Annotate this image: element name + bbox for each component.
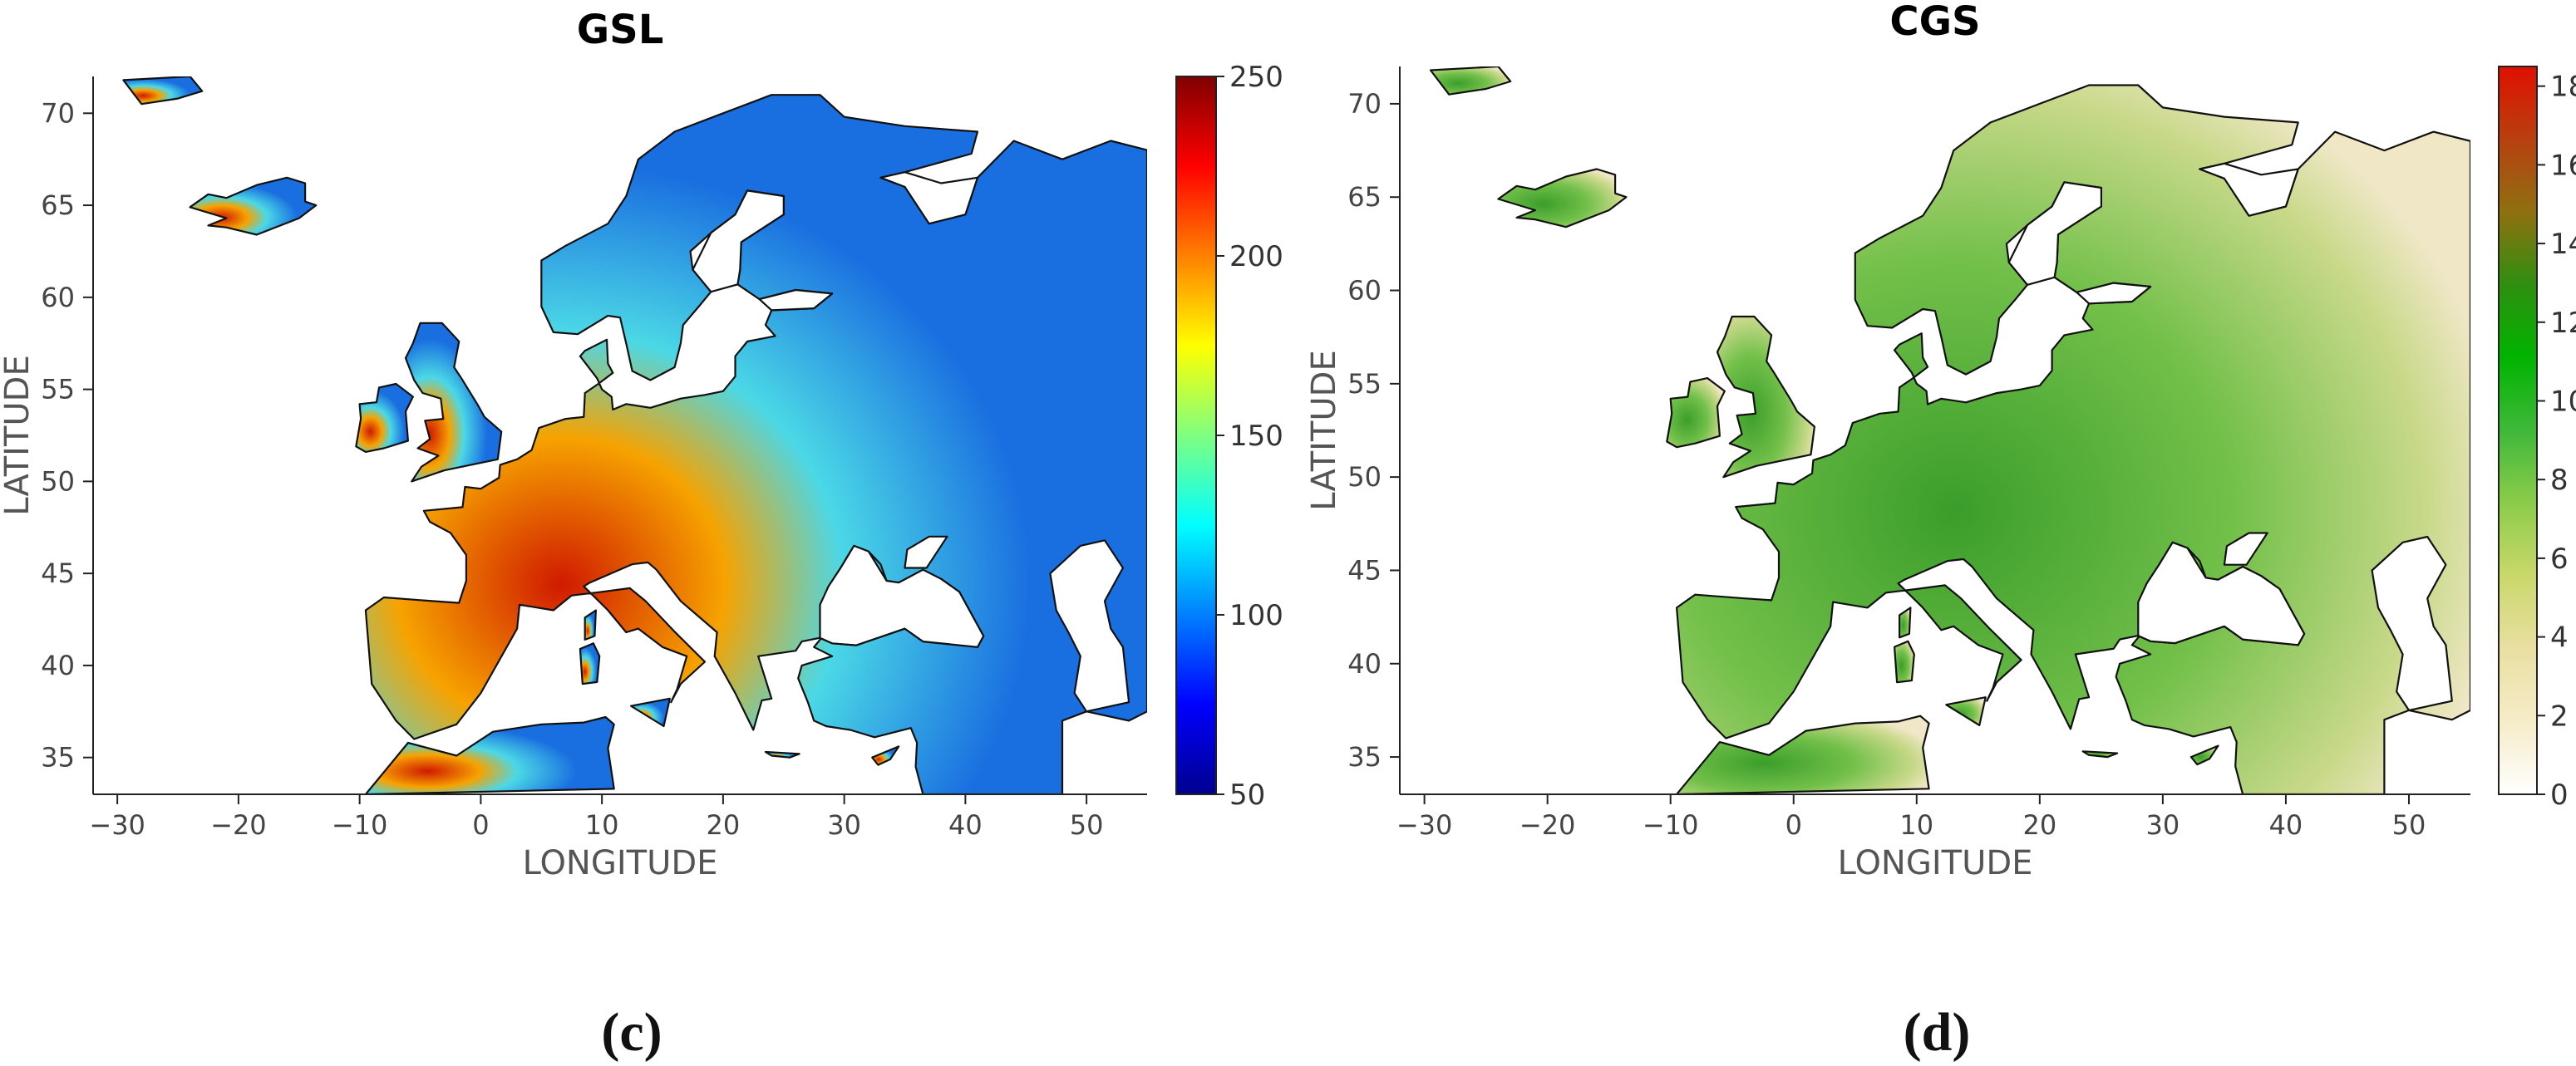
x-tick-label: 30 <box>827 809 861 841</box>
panel-title: GSL <box>577 7 664 53</box>
colorbar-tick-label: 16 <box>2550 149 2576 182</box>
y-tick-label: 70 <box>1347 88 1382 120</box>
water-body <box>2137 541 2306 646</box>
colorbar-tick-label: 0 <box>2550 779 2569 812</box>
y-tick-label: 35 <box>41 742 75 774</box>
land-region <box>189 176 318 236</box>
colorbar-tick-label: 8 <box>2550 464 2569 497</box>
x-tick-label: 20 <box>2022 809 2056 841</box>
water-body <box>2199 162 2299 217</box>
colorbar-tick-label: 50 <box>1229 779 1265 812</box>
water-body <box>758 288 834 312</box>
land-region <box>1676 715 1930 794</box>
x-axis-label: LONGITUDE <box>523 844 718 882</box>
x-tick-label: 40 <box>948 809 983 841</box>
x-tick-label: 50 <box>2392 809 2426 841</box>
land-region <box>404 322 503 483</box>
land-region <box>1666 377 1726 449</box>
x-tick-label: −20 <box>210 809 267 841</box>
y-axis-label: LATITUDE <box>0 355 37 515</box>
land-region <box>1429 66 1512 96</box>
y-tick-label: 70 <box>41 97 75 129</box>
y-tick-label: 50 <box>41 465 75 497</box>
land-region <box>579 642 601 685</box>
colorbar-tick-label: 4 <box>2550 621 2569 655</box>
colorbar <box>1175 76 1217 795</box>
colorbar-tick-label: 100 <box>1229 599 1283 632</box>
y-tick-label: 55 <box>1347 368 1382 400</box>
map-panel-gsl: −30 −20 −10 0 10 20 30 40 50 35 40 45 50 55 60 65 70 LONG… <box>0 7 1283 882</box>
x-tick-label: 0 <box>1785 809 1802 841</box>
land-region <box>2189 744 2219 766</box>
land-layer <box>1429 66 2470 794</box>
x-tick-label: 20 <box>707 809 741 841</box>
water-body <box>1049 539 1130 713</box>
colorbar-tick-label: 250 <box>1229 61 1283 94</box>
colorbar-tick-label: 150 <box>1229 420 1283 453</box>
water-body <box>819 544 985 648</box>
colorbar-tick-label: 200 <box>1229 240 1283 273</box>
x-tick-label: 50 <box>1070 809 1104 841</box>
land-region <box>1497 168 1628 228</box>
colorbar-tick-label: 6 <box>2550 543 2569 576</box>
x-tick-label: −10 <box>1643 809 1699 841</box>
y-tick-label: 60 <box>1347 275 1382 307</box>
x-tick-label: 40 <box>2269 809 2303 841</box>
land-region <box>1899 607 1912 639</box>
colorbar-tick-label: 12 <box>2550 307 2576 340</box>
x-tick-label: 10 <box>585 809 619 841</box>
x-tick-label: −30 <box>1396 809 1453 841</box>
land-region <box>1716 315 1815 479</box>
colorbar-tick-label: 10 <box>2550 385 2576 418</box>
panel-caption-d: (d) <box>1903 1002 1971 1063</box>
y-tick-label: 50 <box>1347 461 1382 493</box>
land-region <box>122 76 204 106</box>
x-tick-label: 10 <box>1899 809 1933 841</box>
x-axis-label: LONGITUDE <box>1838 844 2033 882</box>
water-body <box>904 535 948 569</box>
water-body <box>2371 535 2453 711</box>
y-tick-label: 60 <box>41 282 75 313</box>
colorbar-tick-label: 2 <box>2550 700 2569 733</box>
colorbar-tick-label: 18 <box>2550 71 2576 104</box>
land-region <box>1945 696 1987 726</box>
land-region <box>584 609 597 641</box>
y-tick-label: 35 <box>1347 741 1382 773</box>
x-tick-label: −20 <box>1519 809 1576 841</box>
y-tick-label: 40 <box>1347 648 1382 680</box>
water-body <box>692 189 785 293</box>
land-region <box>1894 640 1915 684</box>
y-tick-label: 65 <box>1347 181 1382 213</box>
y-tick-label: 40 <box>41 650 75 681</box>
panel-title: CGS <box>1889 0 1980 45</box>
land-region <box>871 745 900 766</box>
x-tick-label: −10 <box>332 809 388 841</box>
land-region <box>2081 750 2119 759</box>
land-region <box>764 750 800 759</box>
water-body <box>2007 181 2102 286</box>
x-tick-label: 30 <box>2146 809 2180 841</box>
colorbar <box>2498 66 2538 795</box>
water-body <box>879 171 979 225</box>
y-tick-label: 45 <box>41 558 75 589</box>
land-region <box>364 715 615 794</box>
map-panel-cgs: −30 −20 −10 0 10 20 30 40 503540455055606570LONG… <box>1305 0 2576 882</box>
colorbar-tick-label: 14 <box>2550 228 2576 261</box>
panel-caption-c: (c) <box>601 1002 662 1063</box>
water-body <box>2076 282 2152 305</box>
water-body <box>2223 532 2268 566</box>
y-axis-label: LATITUDE <box>1305 350 1343 510</box>
y-tick-label: 45 <box>1347 554 1382 586</box>
land-region <box>630 697 671 728</box>
land-layer <box>122 76 1147 794</box>
x-tick-label: −30 <box>89 809 145 841</box>
y-tick-label: 65 <box>41 189 75 221</box>
x-tick-label: 0 <box>472 809 489 841</box>
land-region <box>355 382 414 453</box>
y-tick-label: 55 <box>41 374 75 405</box>
